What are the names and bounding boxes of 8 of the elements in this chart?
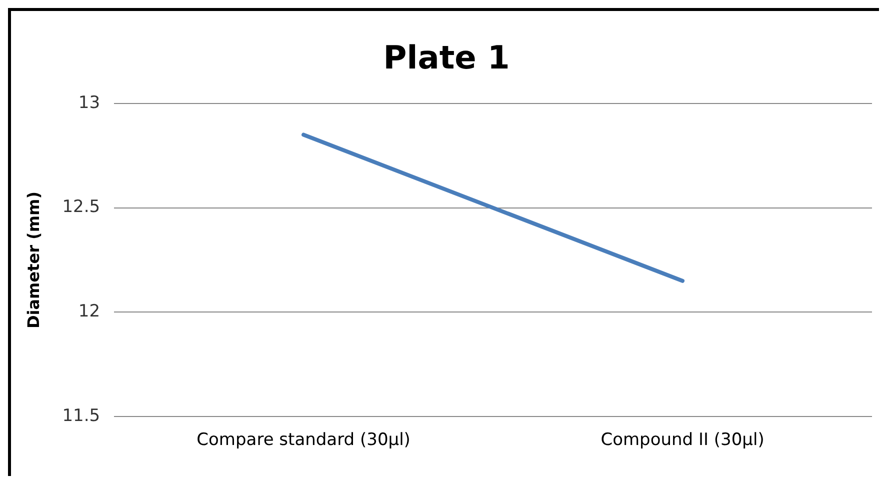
y-tick-label: 11.5 [62, 406, 100, 426]
x-tick-label: Compare standard (30µl) [196, 430, 410, 450]
y-tick-label: 12 [78, 302, 100, 322]
chart-title: Plate 1 [383, 38, 510, 77]
y-tick-label: 13 [78, 92, 100, 113]
x-tick-label: Compound II (30µl) [600, 430, 764, 450]
y-axis-title: Diameter (mm) [24, 191, 43, 329]
y-tick-label: 12.5 [62, 197, 100, 218]
